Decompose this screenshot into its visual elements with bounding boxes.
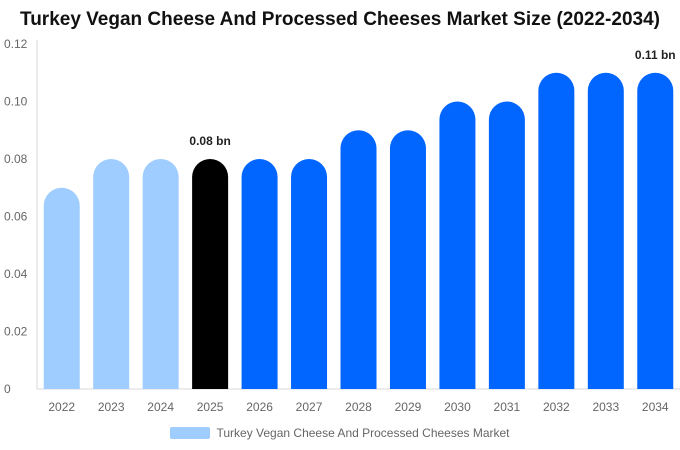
bar-2034 [637, 72, 674, 389]
bar-2023 [93, 159, 130, 389]
bar-2026 [241, 159, 278, 389]
x-tick-label-2027: 2027 [296, 400, 323, 414]
bar-2024 [142, 159, 179, 389]
bar-2029 [389, 130, 426, 390]
y-tick-label: 0.06 [4, 210, 28, 224]
bar-2030 [439, 101, 476, 389]
y-tick-label: 0.02 [4, 325, 28, 339]
y-tick-label: 0.04 [4, 267, 28, 281]
data-label-2025: 0.08 bn [189, 134, 230, 148]
bar-2025 [192, 159, 229, 389]
y-tick-label: 0 [4, 382, 11, 396]
x-tick-label-2032: 2032 [543, 400, 570, 414]
x-tick-label-2023: 2023 [98, 400, 125, 414]
x-tick-label-2025: 2025 [197, 400, 224, 414]
bar-2033 [587, 72, 624, 389]
legend[interactable]: Turkey Vegan Cheese And Processed Cheese… [0, 426, 680, 440]
bar-2032 [538, 72, 575, 389]
chart-title: Turkey Vegan Cheese And Processed Cheese… [20, 9, 660, 30]
legend-label: Turkey Vegan Cheese And Processed Cheese… [216, 426, 510, 440]
bar-2027 [291, 159, 328, 389]
x-tick-label-2034: 2034 [642, 400, 669, 414]
x-tick-label-2030: 2030 [444, 400, 471, 414]
x-tick-label-2028: 2028 [345, 400, 372, 414]
bar-2031 [488, 101, 525, 389]
bar-2022 [43, 187, 80, 389]
x-tick-label-2026: 2026 [246, 400, 273, 414]
x-tick-label-2031: 2031 [494, 400, 521, 414]
legend-swatch [170, 427, 211, 439]
x-tick-label-2022: 2022 [48, 400, 75, 414]
x-tick-label-2029: 2029 [395, 400, 422, 414]
y-tick-label: 0.10 [4, 95, 28, 109]
data-label-2034: 0.11 bn [635, 48, 676, 62]
x-tick-label-2033: 2033 [592, 400, 619, 414]
y-tick-label: 0.08 [4, 152, 28, 166]
y-tick-label: 0.12 [4, 37, 28, 51]
bar-2028 [340, 130, 377, 390]
x-tick-label-2024: 2024 [147, 400, 174, 414]
